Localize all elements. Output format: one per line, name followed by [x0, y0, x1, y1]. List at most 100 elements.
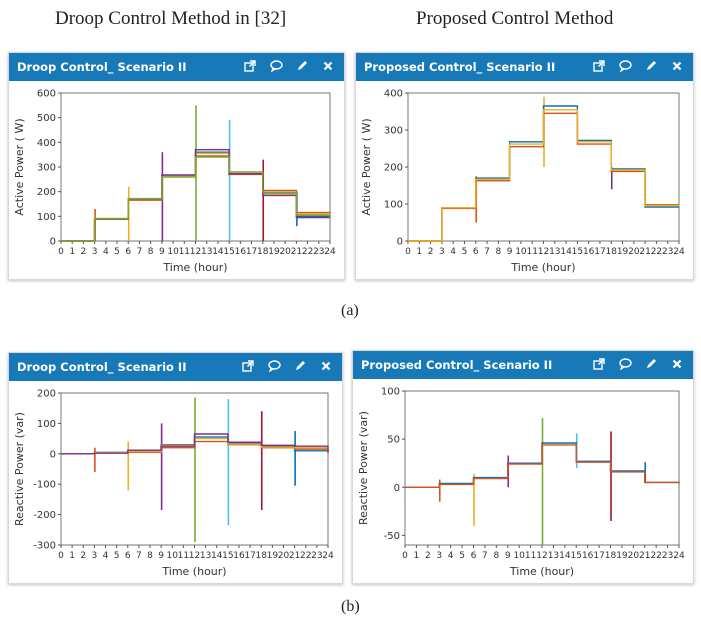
x-tick-label: 9 [507, 247, 513, 257]
x-tick-label: 22 [302, 247, 313, 257]
x-tick-label: 13 [549, 247, 560, 257]
comment-icon[interactable] [617, 356, 633, 372]
x-tick-label: 22 [651, 247, 662, 257]
x-axis-label: Time (hour) [161, 565, 226, 578]
x-tick-label: 10 [515, 247, 527, 257]
x-tick-label: 10 [167, 551, 179, 561]
x-tick-label: 14 [559, 551, 571, 561]
caption-b: (b) [341, 598, 360, 615]
x-tick-label: 7 [137, 247, 143, 257]
y-tick-label: -100 [33, 480, 56, 491]
y-tick-label: 100 [37, 212, 56, 223]
x-tick-label: 24 [324, 247, 336, 257]
x-tick-label: 22 [300, 551, 311, 561]
x-tick-label: 1 [416, 247, 422, 257]
x-tick-label: 12 [190, 247, 201, 257]
x-tick-label: 12 [536, 551, 547, 561]
x-tick-label: 0 [58, 247, 64, 257]
x-tick-label: 6 [125, 247, 131, 257]
x-tick-label: 23 [311, 551, 322, 561]
x-tick-label: 19 [267, 551, 279, 561]
y-axis-label: Active Power ( W) [13, 118, 26, 215]
x-tick-label: 11 [179, 247, 190, 257]
x-tick-label: 0 [405, 247, 411, 257]
x-tick-label: 9 [158, 551, 164, 561]
x-tick-label: 6 [125, 551, 131, 561]
panel-toolbar [242, 58, 336, 74]
x-tick-label: 13 [200, 551, 211, 561]
x-tick-label: 2 [80, 551, 86, 561]
panel-header: Proposed Control_ Scenario II [353, 351, 693, 379]
x-tick-label: 9 [505, 551, 511, 561]
close-icon[interactable] [320, 58, 336, 74]
x-tick-label: 16 [233, 551, 245, 561]
x-tick-label: 15 [572, 247, 583, 257]
x-tick-label: 4 [448, 551, 454, 561]
x-tick-label: 4 [450, 247, 456, 257]
x-tick-label: 11 [525, 551, 536, 561]
chart-panel-proposed-active: Proposed Control_ Scenario II 0 100 200 300… [355, 52, 694, 280]
x-tick-label: 0 [58, 551, 64, 561]
y-tick-label: 100 [384, 200, 403, 211]
panel-header: Proposed Control_ Scenario II [356, 53, 693, 81]
x-tick-label: 22 [650, 551, 661, 561]
x-tick-label: 18 [256, 551, 268, 561]
x-tick-label: 10 [167, 247, 179, 257]
x-tick-label: 23 [313, 247, 324, 257]
close-icon[interactable] [669, 58, 685, 74]
x-tick-label: 1 [414, 551, 420, 561]
x-tick-label: 15 [571, 551, 582, 561]
x-tick-label: 4 [103, 551, 109, 561]
x-axis-label: Time (hour) [162, 261, 227, 274]
x-tick-label: 15 [223, 247, 234, 257]
panel-toolbar [240, 358, 334, 374]
x-tick-label: 8 [493, 551, 499, 561]
series-line-5 [61, 156, 331, 242]
x-tick-label: 2 [425, 551, 431, 561]
x-tick-label: 19 [268, 247, 280, 257]
x-tick-label: 16 [235, 247, 247, 257]
left-column-heading: Droop Control Method in [32] [55, 8, 287, 29]
x-axis-label: Time (hour) [509, 565, 574, 578]
comment-icon[interactable] [266, 358, 282, 374]
x-tick-label: 8 [495, 247, 501, 257]
x-tick-label: 13 [548, 551, 559, 561]
x-tick-label: 5 [459, 551, 465, 561]
x-tick-label: 5 [462, 247, 468, 257]
panel-title: Droop Control_ Scenario II [17, 60, 187, 74]
external-link-icon[interactable] [591, 58, 607, 74]
y-tick-label: -300 [33, 541, 56, 552]
x-tick-label: 0 [402, 551, 408, 561]
pencil-icon[interactable] [294, 58, 310, 74]
close-icon[interactable] [669, 356, 685, 372]
x-tick-label: 18 [257, 247, 269, 257]
x-tick-label: 8 [147, 551, 153, 561]
y-tick-label: 0 [394, 483, 400, 494]
y-tick-label: 200 [37, 187, 56, 198]
y-tick-label: 50 [387, 435, 400, 446]
external-link-icon[interactable] [591, 356, 607, 372]
comment-icon[interactable] [268, 58, 284, 74]
x-tick-label: 7 [136, 551, 142, 561]
x-tick-label: 21 [291, 247, 302, 257]
close-icon[interactable] [318, 358, 334, 374]
external-link-icon[interactable] [240, 358, 256, 374]
x-tick-label: 20 [628, 551, 640, 561]
y-tick-label: 200 [384, 163, 403, 174]
x-tick-label: 17 [246, 247, 257, 257]
x-tick-label: 11 [526, 247, 537, 257]
x-tick-label: 23 [662, 247, 673, 257]
pencil-icon[interactable] [292, 358, 308, 374]
external-link-icon[interactable] [242, 58, 258, 74]
x-tick-label: 17 [594, 247, 605, 257]
y-tick-label: 400 [384, 89, 403, 100]
comment-icon[interactable] [617, 58, 633, 74]
x-tick-label: 12 [538, 247, 549, 257]
x-tick-label: 21 [639, 551, 650, 561]
x-tick-label: 7 [484, 247, 490, 257]
y-tick-label: 0 [50, 237, 56, 248]
pencil-icon[interactable] [643, 58, 659, 74]
pencil-icon[interactable] [643, 356, 659, 372]
